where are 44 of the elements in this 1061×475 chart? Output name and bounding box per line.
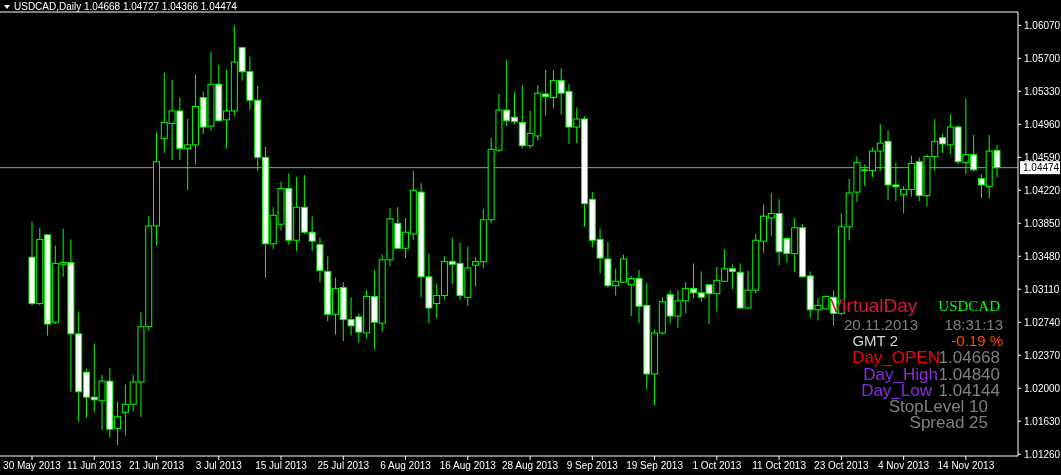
x-tick-label: 14 Nov 2013 xyxy=(937,460,995,471)
chart-title: USDCAD,Daily 1.04668 1.04727 1.04366 1.04474 xyxy=(14,1,238,12)
x-tick-label: 23 Oct 2013 xyxy=(814,460,870,471)
annotation: USDCAD xyxy=(938,298,1001,314)
y-tick-label: 1.03110 xyxy=(1024,283,1060,295)
x-tick-label: 19 Sep 2013 xyxy=(626,460,684,471)
annotation: StopLevel 10 xyxy=(888,397,988,416)
ref-line-label: 1.04474 xyxy=(1023,162,1060,174)
annotation: 18:31:13 xyxy=(944,316,1003,333)
x-tick-label: 9 Sep 2013 xyxy=(566,460,619,471)
y-tick-label: 1.02740 xyxy=(1024,316,1061,328)
x-tick-label: 11 Jun 2013 xyxy=(67,460,122,471)
x-tick-label: 16 Aug 2013 xyxy=(439,460,497,471)
x-tick-label: 11 Oct 2013 xyxy=(752,460,807,471)
y-tick-label: 1.05330 xyxy=(1024,85,1061,97)
annotation: Day_OPEN xyxy=(852,348,940,367)
x-tick-label: 4 Nov 2013 xyxy=(878,460,930,471)
x-tick-label: 21 Jun 2013 xyxy=(128,460,185,471)
y-tick-label: 1.01630 xyxy=(1024,415,1061,427)
x-tick-label: 28 Aug 2013 xyxy=(501,460,559,471)
y-tick-label: 1.02000 xyxy=(1024,382,1061,394)
y-tick-label: 1.03480 xyxy=(1024,250,1061,262)
x-tick-label: 3 Jul 2013 xyxy=(195,460,243,471)
y-tick-label: 1.03850 xyxy=(1024,217,1061,229)
annotation: -0.19 % xyxy=(951,332,1003,349)
x-tick-label: 1 Oct 2013 xyxy=(692,460,742,471)
annotation: 1.04840 xyxy=(938,365,1000,384)
x-tick-label: 15 Jul 2013 xyxy=(255,460,308,471)
annotation: GMT 2 xyxy=(852,332,898,349)
annotation: 1.04144 xyxy=(938,381,1000,400)
x-tick-label: 30 May 2013 xyxy=(3,460,62,471)
annotation: 20.11.2013 xyxy=(844,316,918,333)
y-tick-label: 1.06070 xyxy=(1024,19,1061,31)
y-tick-label: 1.04220 xyxy=(1024,184,1061,196)
y-tick-label: 1.01260 xyxy=(1024,448,1061,460)
x-tick-label: 6 Aug 2013 xyxy=(380,460,432,471)
candlestick xyxy=(316,237,324,283)
y-tick-label: 1.02370 xyxy=(1024,349,1061,361)
x-tick-label: 25 Jul 2013 xyxy=(317,460,370,471)
annotation: 1.04668 xyxy=(938,348,1000,367)
annotation: Day_High xyxy=(863,365,938,384)
y-tick-label: 1.05700 xyxy=(1024,52,1061,64)
y-tick-label: 1.04960 xyxy=(1024,118,1061,130)
y-tick-label: 1.04590 xyxy=(1024,151,1061,163)
